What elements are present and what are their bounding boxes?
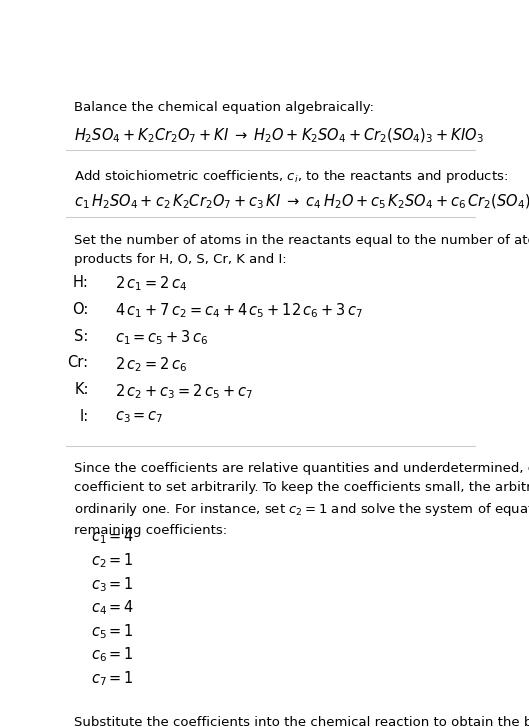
Text: $2\,c_1 = 2\,c_4$: $2\,c_1 = 2\,c_4$ [115, 275, 188, 294]
Text: Since the coefficients are relative quantities and underdetermined, choose a
coe: Since the coefficients are relative quan… [74, 462, 529, 537]
Text: Substitute the coefficients into the chemical reaction to obtain the balanced
eq: Substitute the coefficients into the che… [74, 716, 529, 727]
Text: $4\,c_1 + 7\,c_2 = c_4 + 4\,c_5 + 12\,c_6 + 3\,c_7$: $4\,c_1 + 7\,c_2 = c_4 + 4\,c_5 + 12\,c_… [115, 302, 363, 321]
Text: $c_5 = 1$: $c_5 = 1$ [91, 622, 133, 640]
Text: $c_2 = 1$: $c_2 = 1$ [91, 551, 133, 570]
Text: Add stoichiometric coefficients, $c_i$, to the reactants and products:: Add stoichiometric coefficients, $c_i$, … [74, 168, 508, 185]
Text: Balance the chemical equation algebraically:: Balance the chemical equation algebraica… [74, 101, 375, 114]
Text: H:: H: [73, 275, 89, 290]
Text: $c_6 = 1$: $c_6 = 1$ [91, 646, 133, 664]
Text: O:: O: [72, 302, 89, 317]
Text: $c_1 = 4$: $c_1 = 4$ [91, 528, 134, 547]
Text: K:: K: [74, 382, 89, 397]
Text: S:: S: [74, 329, 89, 344]
Text: $c_4 = 4$: $c_4 = 4$ [91, 598, 134, 617]
Text: $c_1 = c_5 + 3\,c_6$: $c_1 = c_5 + 3\,c_6$ [115, 329, 209, 348]
Text: $c_1\, H_2SO_4 + c_2\, K_2Cr_2O_7 + c_3\, KI \;\rightarrow\; c_4\, H_2O + c_5\, : $c_1\, H_2SO_4 + c_2\, K_2Cr_2O_7 + c_3\… [74, 193, 529, 212]
Text: $2\,c_2 = 2\,c_6$: $2\,c_2 = 2\,c_6$ [115, 356, 188, 374]
Text: $c_7 = 1$: $c_7 = 1$ [91, 669, 133, 688]
Text: $c_3 = c_7$: $c_3 = c_7$ [115, 409, 164, 425]
Text: Set the number of atoms in the reactants equal to the number of atoms in the
pro: Set the number of atoms in the reactants… [74, 235, 529, 267]
Text: $2\,c_2 + c_3 = 2\,c_5 + c_7$: $2\,c_2 + c_3 = 2\,c_5 + c_7$ [115, 382, 253, 401]
Text: I:: I: [79, 409, 89, 424]
Text: $c_3 = 1$: $c_3 = 1$ [91, 575, 133, 593]
Text: Cr:: Cr: [68, 356, 89, 370]
Text: $H_2SO_4 + K_2Cr_2O_7 + KI \;\rightarrow\; H_2O + K_2SO_4 + Cr_2(SO_4)_3 + KIO_3: $H_2SO_4 + K_2Cr_2O_7 + KI \;\rightarrow… [74, 126, 484, 145]
